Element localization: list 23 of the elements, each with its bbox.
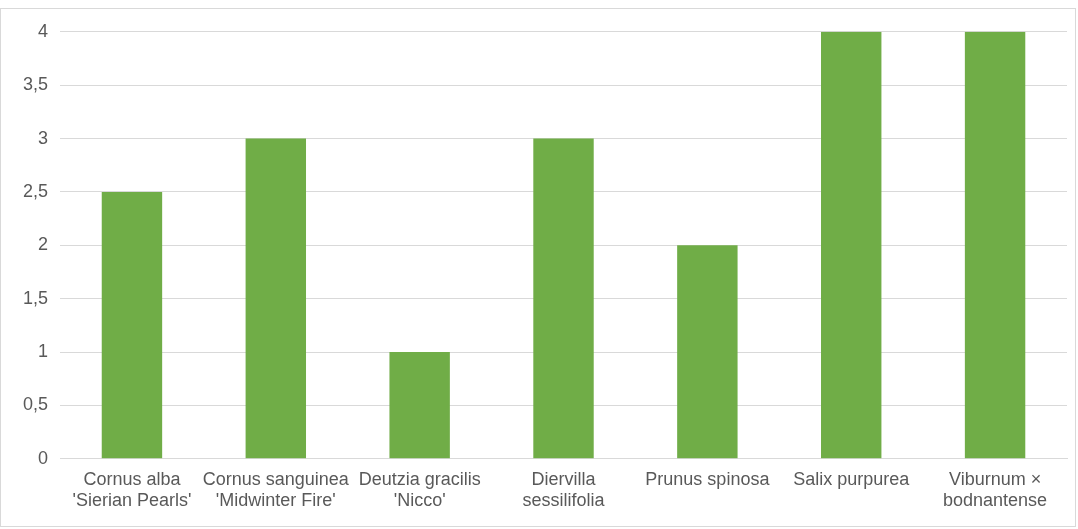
y-tick-label: 1,5 <box>22 287 49 308</box>
bar <box>533 138 594 459</box>
y-tick-label: 3 <box>38 127 49 148</box>
y-tick-label: 2 <box>38 234 49 255</box>
x-tick-label: Cornus sanguinea 'Midwinter Fire' <box>202 468 350 511</box>
bar <box>677 245 738 459</box>
x-tick-label: Viburnum × bodnantense <box>943 468 1048 511</box>
x-tick-label: Cornus alba 'Sierian Pearls' <box>72 468 192 511</box>
y-tick-label: 0 <box>38 447 49 468</box>
bar <box>964 31 1026 459</box>
bar <box>389 352 450 459</box>
x-tick-label: Salix purpurea <box>793 468 911 489</box>
bar <box>101 191 163 459</box>
x-tick-label: Diervilla sessilifolia <box>522 468 606 511</box>
x-tick-label: Deutzia gracilis 'Nicco' <box>358 468 481 511</box>
bar <box>245 138 307 459</box>
y-tick-label: 1 <box>38 341 49 362</box>
bar <box>821 31 882 459</box>
x-tick-label: Prunus spinosa <box>645 468 771 489</box>
y-tick-label: 2,5 <box>22 180 49 201</box>
y-tick-label: 0,5 <box>22 394 49 415</box>
y-tick-label: 4 <box>38 20 49 41</box>
y-tick-label: 3,5 <box>22 74 49 95</box>
